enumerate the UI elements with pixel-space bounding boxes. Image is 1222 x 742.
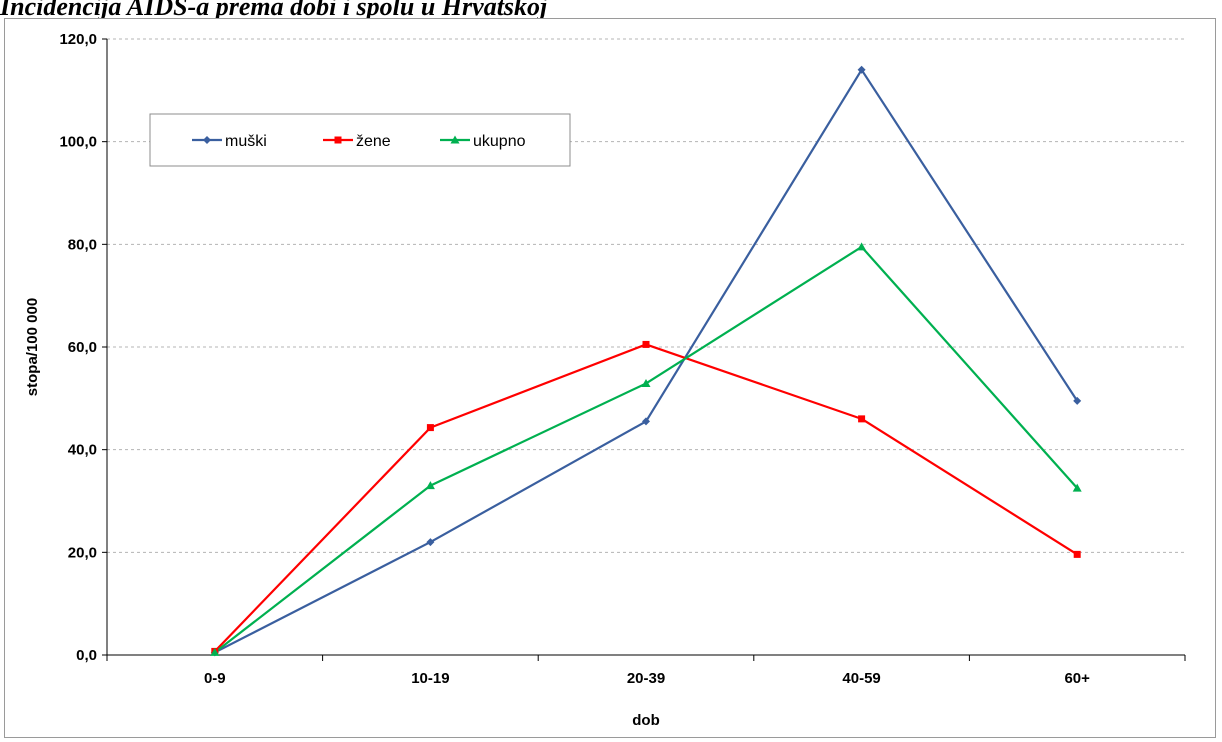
x-tick-label: 20-39 <box>627 670 665 687</box>
x-tick-label: 40-59 <box>842 670 880 687</box>
y-axis-title: stopa/100 000 <box>24 298 41 396</box>
data-point <box>642 340 650 348</box>
x-axis-title: dob <box>632 712 660 729</box>
data-point <box>857 242 867 251</box>
legend-label: muški <box>225 133 267 150</box>
y-tick-label: 0,0 <box>76 647 97 664</box>
series-lines <box>210 65 1082 657</box>
y-tick-label: 60,0 <box>68 339 97 356</box>
legend-marker <box>203 136 211 144</box>
legend-label: ukupno <box>473 133 526 150</box>
y-tick-label: 120,0 <box>59 31 97 48</box>
data-point <box>858 415 866 423</box>
chart-frame: 0,0 20,0 40,0 60,0 80,0 100,0 120,0 0-9 10-19 20-… <box>4 18 1216 738</box>
y-tick-label: 100,0 <box>59 134 97 151</box>
data-point <box>641 378 651 387</box>
line-chart: 0,0 20,0 40,0 60,0 80,0 100,0 120,0 0-9 10-19 20-… <box>24 31 1186 729</box>
data-point <box>426 538 435 547</box>
page-title: Incidencija AIDS-a prema dobi i spolu u … <box>0 0 548 21</box>
y-tick-label: 80,0 <box>68 236 97 253</box>
legend-marker <box>450 135 460 144</box>
x-tick-label: 10-19 <box>411 670 449 687</box>
data-point <box>210 647 220 656</box>
data-point <box>1072 483 1082 492</box>
legend-label: žene <box>356 133 391 150</box>
data-point <box>426 424 434 432</box>
data-point <box>1073 396 1082 405</box>
legend-marker <box>334 136 342 144</box>
series-line <box>214 343 1078 653</box>
legend: muški žene ukupno <box>149 113 571 167</box>
data-point <box>1073 550 1081 558</box>
y-tick-label: 20,0 <box>68 544 97 561</box>
data-point <box>857 65 866 74</box>
data-point <box>642 417 650 426</box>
x-tick-label: 60+ <box>1064 670 1090 687</box>
data-point <box>425 481 435 490</box>
x-tick-label: 0-9 <box>204 670 226 687</box>
y-tick-label: 40,0 <box>68 442 97 459</box>
axes: 0,0 20,0 40,0 60,0 80,0 100,0 120,0 0-9 10-19 20-… <box>59 31 1186 687</box>
